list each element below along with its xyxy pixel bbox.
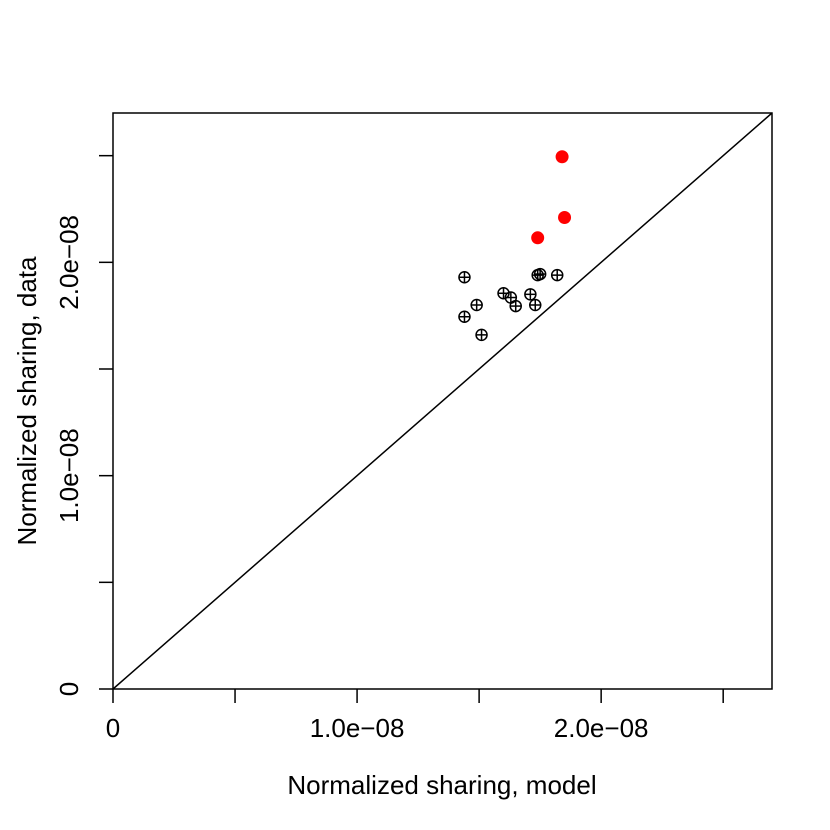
data-point-black: [524, 288, 537, 301]
x-tick-label: 0: [106, 713, 120, 743]
data-point-black: [458, 271, 471, 284]
data-point-black: [550, 268, 564, 282]
identity-line-layer: [112, 112, 773, 690]
x-tick-label: 1.0e−08: [310, 713, 405, 743]
y-tick-label: 2.0e−08: [54, 215, 84, 310]
data-point-black: [509, 299, 522, 313]
y-axis: 0 1.0e−08 2.0e−08: [54, 154, 113, 696]
x-tick-label: 2.0e−08: [554, 713, 649, 743]
data-point-red: [555, 150, 569, 164]
data-point-black: [528, 298, 542, 312]
points-layer: [458, 150, 572, 342]
y-tick-label: 1.0e−08: [54, 428, 84, 523]
y-axis-label: Normalized sharing, data: [12, 256, 42, 546]
x-axis: 0 1.0e−08 2.0e−08: [106, 689, 724, 743]
plot-frame: [112, 112, 773, 690]
x-axis-label: Normalized sharing, model: [287, 770, 596, 800]
data-point-black: [470, 298, 483, 312]
data-point-black: [475, 328, 488, 342]
identity-line: [112, 112, 773, 690]
data-point-red: [558, 211, 572, 225]
y-tick-label: 0: [54, 682, 84, 696]
data-point-red: [531, 231, 545, 245]
data-point-black: [458, 310, 471, 323]
data-point-black: [533, 267, 547, 281]
